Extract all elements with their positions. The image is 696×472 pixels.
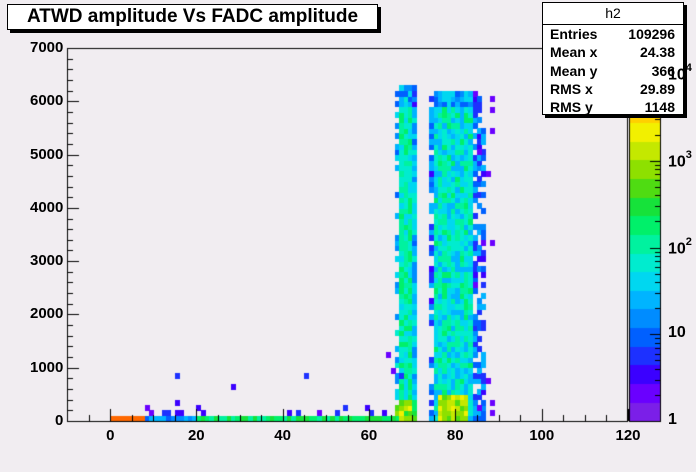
stats-label: RMS y — [550, 99, 593, 116]
y-tick-label: 6000 — [30, 92, 64, 110]
stats-label: Mean y — [550, 62, 598, 79]
z-tick-label: 1 — [668, 411, 677, 429]
stats-title: h2 — [543, 3, 683, 25]
z-tick-label: 103 — [668, 148, 692, 171]
y-tick-label: 1000 — [30, 358, 64, 376]
z-tick-base: 10 — [668, 239, 686, 257]
stats-row-rms-y: RMS y 1148 — [543, 98, 683, 116]
stats-box: h2 Entries 109296 Mean x 24.38 Mean y 36… — [542, 2, 684, 115]
z-tick-base: 1 — [668, 411, 677, 428]
y-tick-label: 2000 — [30, 305, 64, 323]
stats-value: 1148 — [644, 99, 675, 116]
stats-value: 24.38 — [639, 44, 675, 61]
stats-label: Entries — [550, 26, 598, 42]
stats-row-mean-x: Mean x 24.38 — [543, 43, 683, 61]
x-tick-label: 0 — [106, 427, 115, 444]
z-tick-exponent: 4 — [685, 62, 692, 75]
x-tick-label: 100 — [529, 427, 555, 444]
z-tick-label: 102 — [668, 235, 692, 258]
stats-row-rms-x: RMS x 29.89 — [543, 80, 683, 98]
z-tick-exponent: 3 — [685, 148, 692, 161]
x-tick-label: 60 — [360, 427, 378, 444]
x-tick-label: 40 — [274, 427, 291, 444]
x-tick-label: 20 — [187, 427, 205, 444]
stats-value: 29.89 — [639, 80, 675, 97]
y-tick-label: 5000 — [30, 145, 64, 163]
z-tick-base: 10 — [668, 66, 686, 84]
stats-value: 366 — [651, 62, 675, 79]
z-tick-base: 10 — [668, 324, 686, 342]
stats-row-mean-y: Mean y 366 — [543, 62, 683, 80]
stats-label: Mean x — [550, 44, 598, 61]
x-tick-label: 80 — [446, 427, 464, 444]
stats-label: RMS x — [550, 80, 593, 97]
z-tick-base: 10 — [668, 153, 686, 171]
z-tick-label: 104 — [668, 62, 692, 84]
chart-title: ATWD amplitude Vs FADC amplitude — [7, 4, 378, 30]
x-tick-label: 120 — [615, 427, 641, 444]
y-tick-label: 0 — [55, 412, 64, 429]
stats-value: 109296 — [628, 26, 675, 42]
y-tick-label: 3000 — [30, 252, 64, 270]
y-tick-label: 4000 — [30, 198, 64, 216]
y-tick-label: 7000 — [30, 39, 64, 56]
z-tick-exponent: 2 — [685, 235, 692, 248]
stats-row-entries: Entries 109296 — [543, 25, 683, 43]
z-tick-label: 10 — [668, 324, 686, 342]
